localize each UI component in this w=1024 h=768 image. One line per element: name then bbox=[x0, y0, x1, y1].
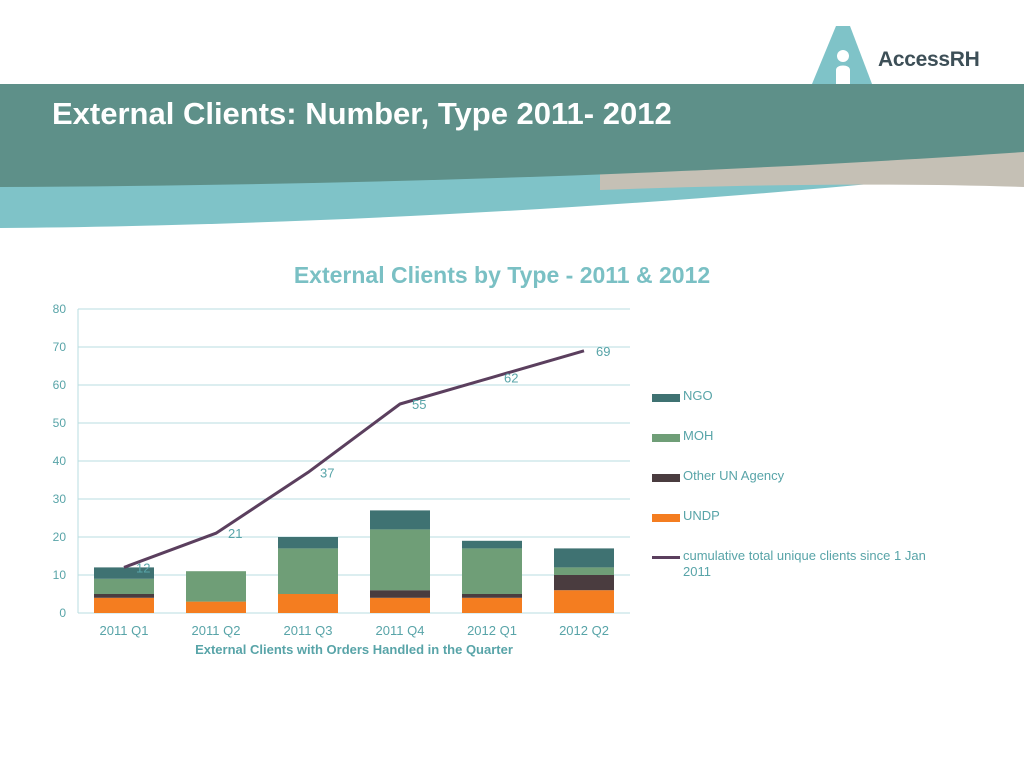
x-axis-ticks: 2011 Q1 2011 Q2 2011 Q3 2011 Q4 2012 Q1 2012 … bbox=[100, 623, 609, 638]
cumulative-line bbox=[123, 349, 585, 569]
cumulative-line-path bbox=[123, 349, 585, 569]
line-data-label-2011-q3: 37 bbox=[320, 465, 334, 480]
y-tick-label-40: 40 bbox=[53, 454, 67, 468]
bar-other-un-agency-2012-q2 bbox=[554, 575, 614, 591]
y-axis-ticks: 0 10 20 30 40 50 60 70 80 bbox=[53, 302, 67, 620]
x-tick-label-2011-q1: 2011 Q1 bbox=[100, 623, 149, 638]
legend-label-other-un-agency: Other UN Agency bbox=[683, 468, 785, 483]
logo-text: AccessRH bbox=[878, 48, 980, 71]
x-tick-label-2012-q2: 2012 Q2 bbox=[559, 623, 609, 638]
bar-moh-2011-q2 bbox=[186, 571, 246, 602]
legend-item-moh: MOH bbox=[652, 428, 953, 444]
legend-item-cumulative: cumulative total unique clients since 1 … bbox=[652, 548, 953, 580]
cumulative-line-labels: 12 21 37 55 62 69 bbox=[136, 344, 610, 576]
bar-undp-2011-q2 bbox=[186, 601, 246, 613]
bar-undp-2012-q1 bbox=[462, 597, 522, 613]
bar-undp-2011-q1 bbox=[94, 597, 154, 613]
y-tick-label-30: 30 bbox=[53, 492, 67, 506]
y-tick-label-70: 70 bbox=[53, 340, 67, 354]
bar-moh-2012-q2 bbox=[554, 567, 614, 575]
bar-moh-2012-q1 bbox=[462, 548, 522, 594]
x-tick-label-2011-q2: 2011 Q2 bbox=[192, 623, 241, 638]
chart-title: External Clients by Type - 2011 & 2012 bbox=[293, 262, 711, 288]
bar-undp-2012-q2 bbox=[554, 590, 614, 613]
legend-label-ngo: NGO bbox=[683, 388, 713, 403]
header-banner bbox=[0, 84, 1024, 228]
bar-moh-2011-q4 bbox=[370, 529, 430, 591]
bar-undp-2011-q3 bbox=[278, 594, 338, 613]
x-tick-label-2012-q1: 2012 Q1 bbox=[467, 623, 517, 638]
banner-dark-band bbox=[0, 84, 1024, 187]
line-data-label-2012-q1: 62 bbox=[504, 370, 518, 385]
legend-swatch-moh bbox=[652, 434, 680, 442]
legend-label-moh: MOH bbox=[683, 428, 714, 443]
bar-ngo-2011-q1 bbox=[94, 567, 154, 579]
y-tick-label-60: 60 bbox=[53, 378, 67, 392]
y-tick-label-80: 80 bbox=[53, 302, 67, 316]
y-tick-label-20: 20 bbox=[53, 530, 67, 544]
legend-item-other-un-agency: Other UN Agency bbox=[652, 468, 953, 484]
line-data-label-2011-q2: 21 bbox=[228, 526, 242, 541]
y-tick-label-10: 10 bbox=[53, 568, 67, 582]
bar-moh-2011-q1 bbox=[94, 578, 154, 594]
legend-swatch-undp bbox=[652, 514, 680, 522]
y-tick-label-50: 50 bbox=[53, 416, 67, 430]
accessrh-logo: AccessRH bbox=[808, 26, 1008, 86]
x-axis-label: External Clients with Orders Handled in … bbox=[195, 642, 513, 657]
bar-other-un-agency-2012-q1 bbox=[462, 594, 522, 598]
bar-moh-2011-q3 bbox=[278, 548, 338, 594]
legend-label-undp: UNDP bbox=[683, 508, 720, 523]
x-tick-label-2011-q4: 2011 Q4 bbox=[376, 623, 425, 638]
chart-gridlines bbox=[77, 308, 630, 614]
bar-ngo-2012-q2 bbox=[554, 548, 614, 568]
bar-ngo-2011-q4 bbox=[370, 510, 430, 530]
slide-title: External Clients: Number, Type 2011- 201… bbox=[52, 96, 672, 131]
legend-swatch-cumulative bbox=[652, 556, 680, 559]
legend-item-undp: UNDP bbox=[652, 508, 953, 524]
bar-undp-2011-q4 bbox=[370, 597, 430, 613]
legend-swatch-ngo bbox=[652, 394, 680, 402]
legend-label-cumulative: cumulative total unique clients since 1 … bbox=[683, 548, 926, 579]
x-tick-label-2011-q3: 2011 Q3 bbox=[284, 623, 333, 638]
chart-bars bbox=[94, 510, 614, 613]
bar-ngo-2012-q1 bbox=[462, 540, 522, 549]
logo-mark-icon bbox=[812, 26, 872, 84]
legend-swatch-other-un-agency bbox=[652, 474, 680, 482]
line-data-label-2011-q4: 55 bbox=[412, 397, 426, 412]
legend-item-ngo: NGO bbox=[652, 388, 953, 404]
line-data-label-2012-q2: 69 bbox=[596, 344, 610, 359]
bar-ngo-2011-q3 bbox=[278, 537, 338, 549]
line-data-label-2011-q1: 12 bbox=[136, 560, 150, 575]
bar-other-un-agency-2011-q1 bbox=[94, 594, 154, 598]
bar-other-un-agency-2011-q4 bbox=[370, 590, 430, 598]
y-tick-label-0: 0 bbox=[59, 606, 66, 620]
